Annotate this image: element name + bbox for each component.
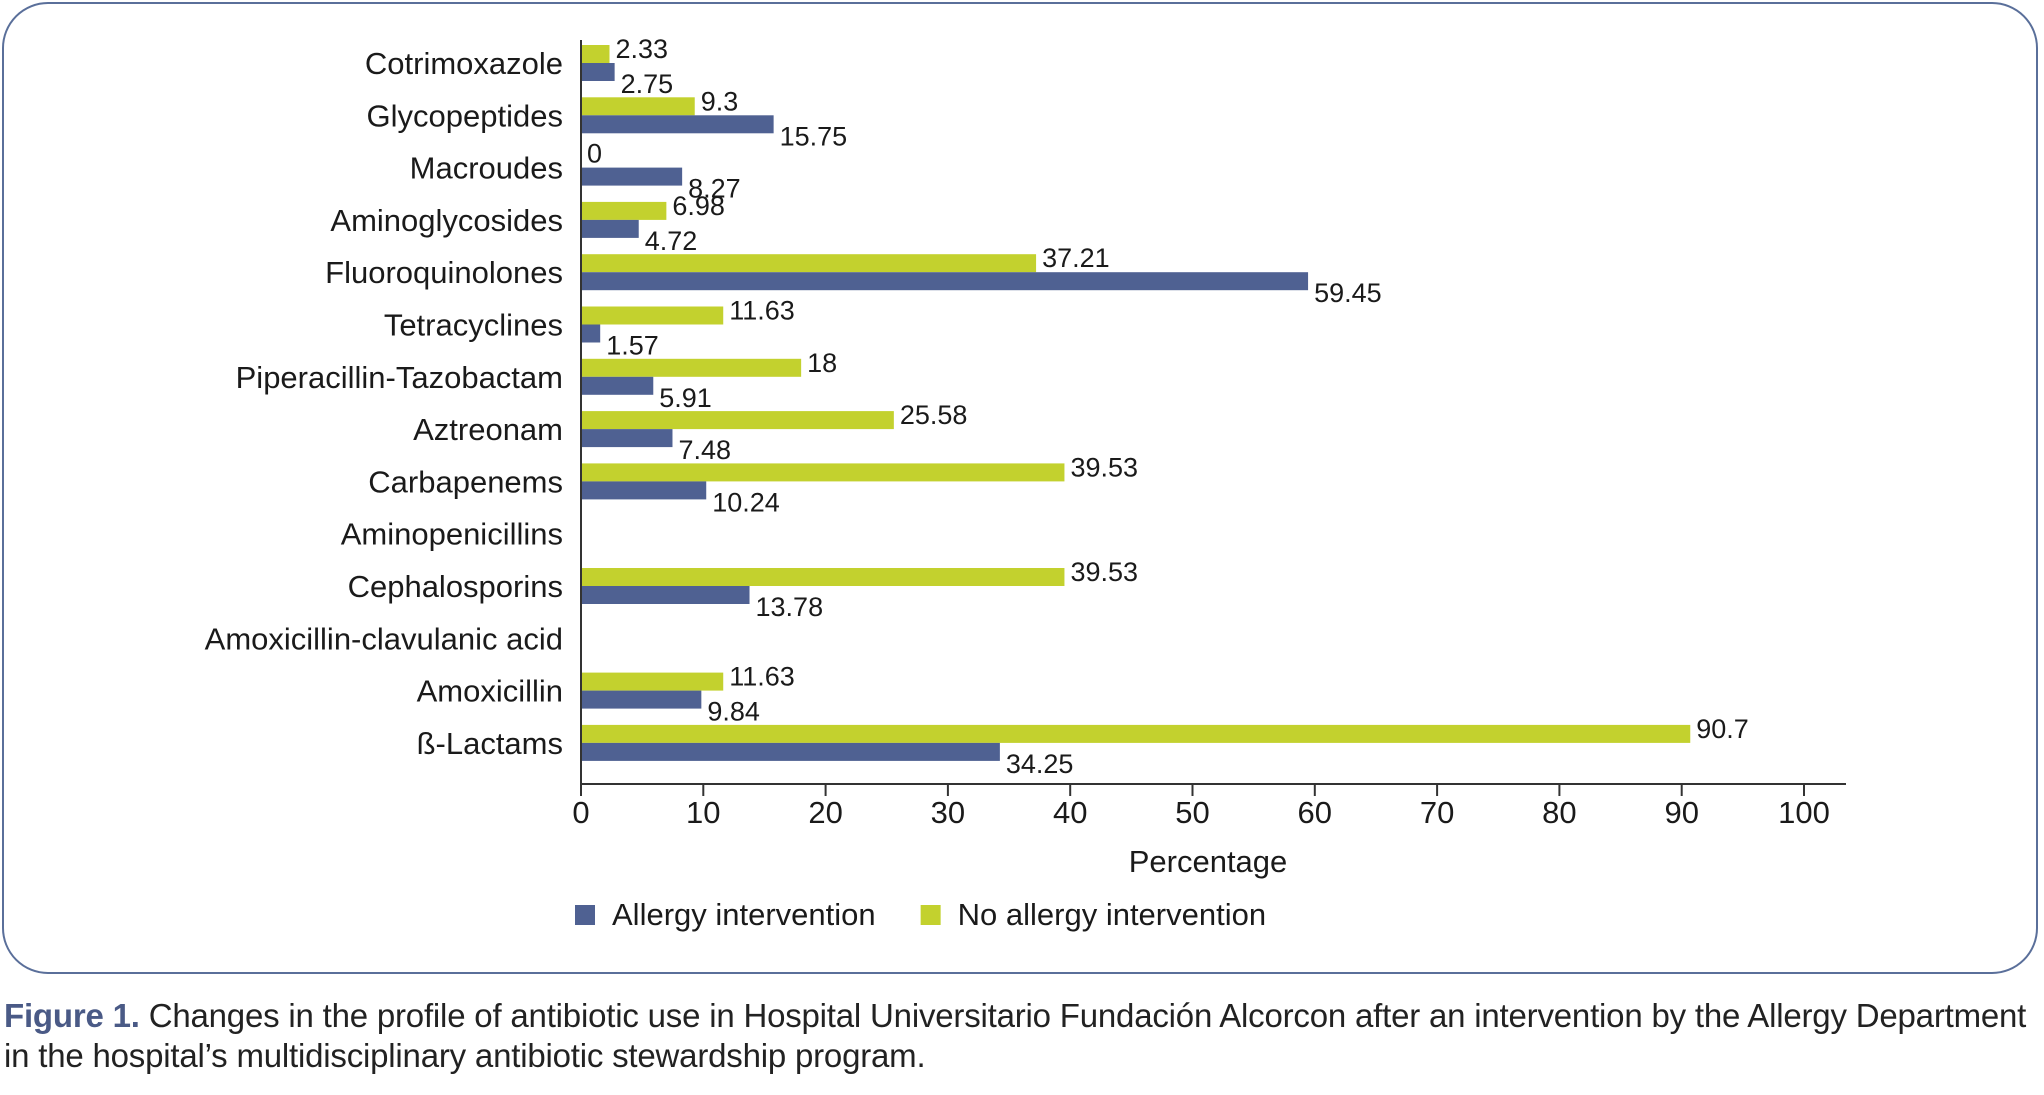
data-label: 34.25 xyxy=(1006,749,1074,779)
data-label: 9.3 xyxy=(701,86,739,116)
data-label: 9.84 xyxy=(707,697,760,727)
data-label: 39.53 xyxy=(1070,452,1138,482)
data-label: 2.75 xyxy=(621,69,674,99)
data-label: 2.33 xyxy=(615,34,668,64)
bar xyxy=(581,45,610,63)
data-label: 25.58 xyxy=(900,400,968,430)
bar xyxy=(581,724,1691,743)
bar xyxy=(581,742,1000,761)
x-tick-label: 60 xyxy=(1298,795,1332,830)
value-labels: 2.33 2.75 9.3 15.75 0 8.276.98 4.72 37.21 59.45 1… xyxy=(587,34,1749,779)
category-label: Tetracyclines xyxy=(384,308,563,343)
data-label: 5.91 xyxy=(659,383,712,413)
legend-swatch xyxy=(920,905,941,925)
data-label: 8.27 xyxy=(688,174,741,204)
category-label: ß-Lactams xyxy=(417,726,563,761)
bar xyxy=(581,411,894,430)
bar xyxy=(581,201,667,220)
data-label: 7.48 xyxy=(678,435,731,465)
data-label: 13.78 xyxy=(756,592,824,622)
data-label: 4.72 xyxy=(645,226,698,256)
bar xyxy=(581,306,724,325)
bar xyxy=(581,219,639,238)
data-label: 18 xyxy=(807,348,837,378)
bar xyxy=(581,324,601,343)
x-tick-label: 50 xyxy=(1175,795,1209,830)
data-label: 6.98 xyxy=(672,191,725,221)
bar xyxy=(581,63,615,81)
data-label: 1.57 xyxy=(606,331,659,361)
bar xyxy=(581,429,673,448)
category-label: Cephalosporins xyxy=(348,569,563,604)
legend: Allergy intervention No allergy intervent… xyxy=(575,897,1266,932)
bar xyxy=(581,254,1037,273)
data-label: 37.21 xyxy=(1042,243,1110,273)
category-label: Fluoroquinolones xyxy=(325,255,563,290)
x-tick-label: 10 xyxy=(686,795,720,830)
category-label: Macroudes xyxy=(410,151,563,186)
bar xyxy=(581,97,695,116)
chart-frame xyxy=(2,2,2038,974)
data-label: 39.53 xyxy=(1070,557,1138,587)
category-label: Carbapenems xyxy=(368,464,563,499)
data-label: 0 xyxy=(587,139,602,169)
legend-swatch xyxy=(575,905,595,925)
data-label: 59.45 xyxy=(1314,278,1382,308)
bar xyxy=(581,358,802,377)
data-label: 11.63 xyxy=(729,296,795,326)
x-tick-label: 40 xyxy=(1053,795,1087,830)
category-label: Amoxicillin xyxy=(417,674,563,709)
category-label: Aminoglycosides xyxy=(330,203,563,238)
bar xyxy=(581,586,750,604)
category-label: Piperacillin-Tazobactam xyxy=(236,360,563,395)
bar xyxy=(581,272,1309,291)
x-tick-label: 0 xyxy=(572,795,589,830)
x-tick-label: 80 xyxy=(1542,795,1576,830)
data-label: 15.75 xyxy=(780,121,848,151)
bar xyxy=(581,690,702,709)
category-label: Cotrimoxazole xyxy=(365,46,563,81)
x-axis: 0 10 20 30 40 50 60 70 80 90 100 xyxy=(572,40,1846,830)
category-label: Aminopenicillins xyxy=(341,517,563,552)
bar-chart: Cotrimoxazole Glycopeptides Macroudes Amino… xyxy=(205,34,1846,932)
category-label: Aztreonam xyxy=(413,412,563,447)
bar xyxy=(581,672,724,691)
bar xyxy=(581,167,683,186)
bar xyxy=(581,463,1065,482)
bar xyxy=(581,376,654,395)
bar xyxy=(581,568,1065,586)
x-tick-label: 20 xyxy=(808,795,842,830)
legend-label: No allergy intervention xyxy=(958,897,1266,932)
category-labels: Cotrimoxazole Glycopeptides Macroudes Amino… xyxy=(205,46,563,761)
x-tick-label: 90 xyxy=(1664,795,1698,830)
data-label: 10.24 xyxy=(712,487,780,517)
caption-text: Changes in the profile of antibiotic use… xyxy=(4,997,2027,1074)
bars xyxy=(581,45,1691,761)
category-label: Glycopeptides xyxy=(367,98,563,133)
category-label: Amoxicillin-clavulanic acid xyxy=(205,621,563,656)
bar xyxy=(581,481,707,500)
x-tick-label: 100 xyxy=(1778,795,1830,830)
data-label: 11.63 xyxy=(729,662,795,692)
x-tick-label: 30 xyxy=(931,795,965,830)
legend-label: Allergy intervention xyxy=(612,897,876,932)
x-axis-label: Percentage xyxy=(1129,844,1288,879)
x-tick-label: 70 xyxy=(1420,795,1454,830)
figure-caption: Figure 1. Changes in the profile of anti… xyxy=(4,996,2040,1076)
data-label: 90.7 xyxy=(1696,714,1749,744)
bar xyxy=(581,115,774,134)
caption-lead: Figure 1. xyxy=(4,997,140,1034)
